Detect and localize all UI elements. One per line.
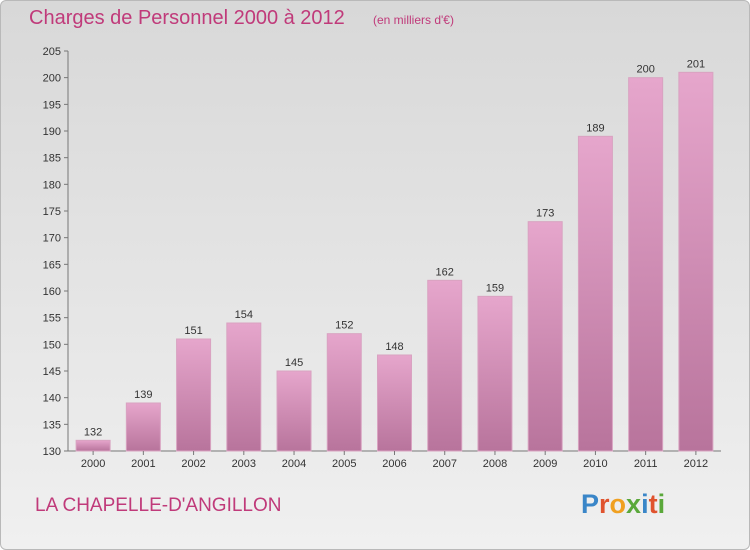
data-label: 154	[235, 309, 253, 321]
y-tick-label: 170	[43, 233, 61, 245]
logo-letter: P	[581, 489, 600, 519]
bar	[226, 322, 262, 452]
data-label: 200	[636, 64, 654, 76]
data-label: 152	[335, 320, 353, 332]
y-tick-label: 145	[43, 366, 61, 378]
y-tick-label: 130	[43, 446, 61, 458]
x-tick-label: 2004	[282, 458, 306, 470]
data-label: 162	[436, 266, 454, 278]
y-tick-label: 185	[43, 153, 61, 165]
bar	[477, 295, 513, 452]
bar	[628, 77, 664, 452]
data-label: 151	[184, 325, 202, 337]
x-tick-label: 2008	[483, 458, 507, 470]
data-label: 148	[385, 341, 403, 353]
x-tick-label: 2000	[81, 458, 105, 470]
data-label: 145	[285, 357, 303, 369]
x-tick-label: 2006	[382, 458, 406, 470]
y-tick-label: 165	[43, 259, 61, 271]
y-tick-label: 155	[43, 313, 61, 325]
data-label: 159	[486, 282, 504, 294]
x-tick-label: 2010	[583, 458, 607, 470]
chart-title: Charges de Personnel 2000 à 2012	[29, 7, 345, 29]
bar	[125, 402, 161, 452]
data-label: 189	[586, 122, 604, 134]
y-tick-label: 140	[43, 393, 61, 405]
logo-letter: x	[626, 489, 642, 519]
chart-subtitle: (en milliers d'€)	[373, 13, 454, 27]
data-label: 139	[134, 389, 152, 401]
y-tick-label: 135	[43, 419, 61, 431]
proxiti-logo: Proxiti	[581, 489, 665, 520]
bar	[75, 439, 111, 452]
bar	[577, 135, 613, 452]
x-tick-label: 2012	[684, 458, 708, 470]
y-tick-label: 160	[43, 286, 61, 298]
y-tick-label: 175	[43, 206, 61, 218]
data-label: 173	[536, 208, 554, 220]
y-tick-label: 200	[43, 73, 61, 85]
x-tick-label: 2011	[634, 458, 658, 470]
bar	[176, 338, 212, 452]
y-tick-label: 190	[43, 126, 61, 138]
y-tick-label: 180	[43, 179, 61, 191]
data-label: 201	[687, 58, 705, 70]
bar	[377, 354, 412, 452]
x-tick-label: 2009	[533, 458, 557, 470]
logo-letter: i	[641, 489, 649, 519]
y-tick-label: 195	[43, 99, 61, 111]
x-tick-label: 2002	[181, 458, 205, 470]
x-tick-label: 2003	[232, 458, 256, 470]
y-tick-label: 205	[43, 46, 61, 58]
x-tick-label: 2007	[432, 458, 456, 470]
x-tick-label: 2001	[131, 458, 155, 470]
bar	[276, 370, 312, 452]
bar	[678, 71, 714, 452]
bar	[527, 221, 563, 452]
y-tick-label: 150	[43, 339, 61, 351]
bar	[326, 333, 362, 452]
logo-letter: t	[648, 489, 658, 519]
x-tick-label: 2005	[332, 458, 356, 470]
logo-letter: r	[599, 489, 610, 519]
commune-name: LA CHAPELLE-D'ANGILLON	[35, 495, 282, 516]
data-label: 132	[84, 426, 102, 438]
logo-letter: i	[657, 489, 666, 519]
bar	[427, 279, 463, 452]
logo-letter: o	[609, 489, 627, 519]
